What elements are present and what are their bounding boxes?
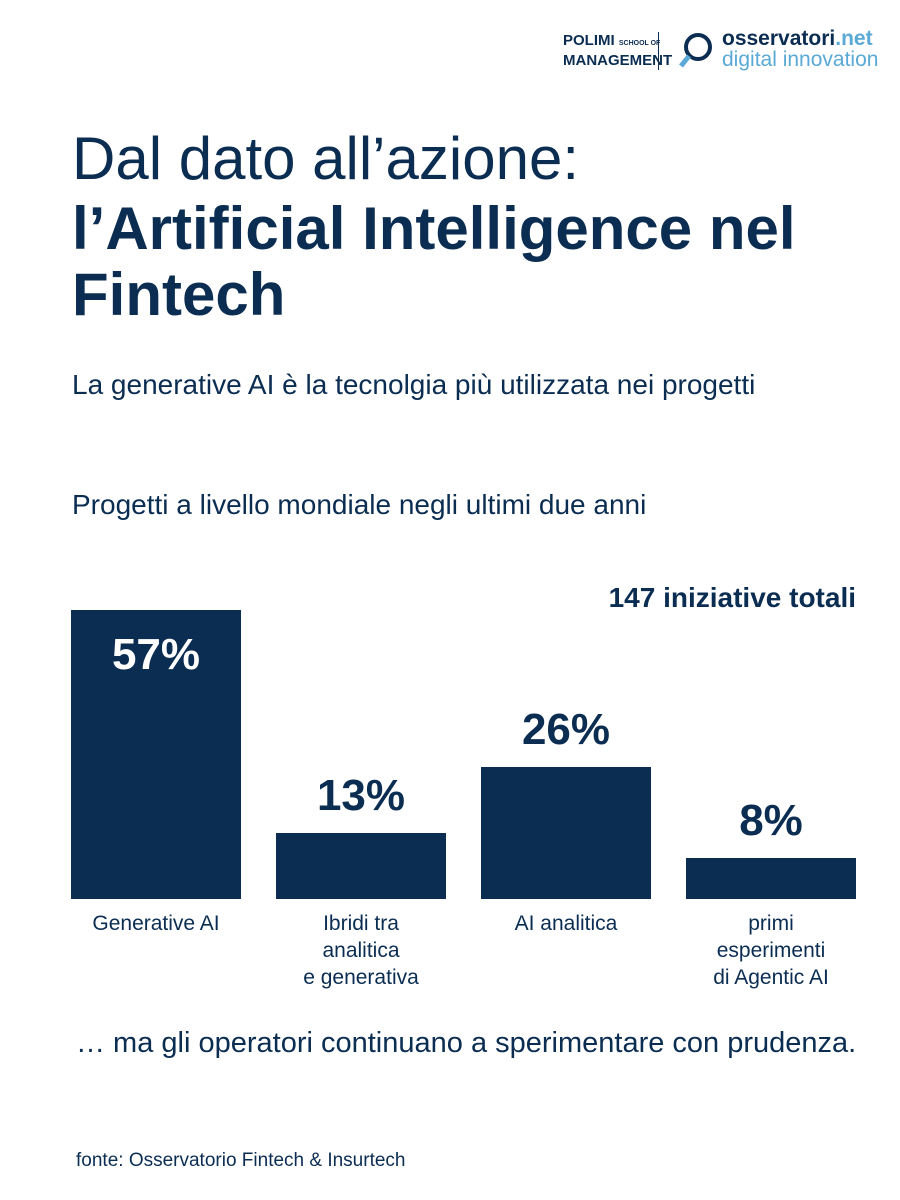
divider <box>658 32 659 70</box>
category-label: Generative AI <box>92 912 220 935</box>
headline: l’Artificial Intelligence nel Fintech <box>72 195 796 328</box>
annotation: 147 iniziative totali <box>608 582 856 613</box>
bar <box>481 767 651 899</box>
conclusion: … ma gli operatori continuano a sperimen… <box>76 1027 857 1059</box>
logo-text: .net <box>835 27 873 50</box>
osservatori-logo: osservatori.net digital innovation <box>722 28 878 70</box>
logo-text: osservatori <box>722 27 836 50</box>
value-label: 26% <box>521 705 611 755</box>
category-label: Ibridi tra analitica e generativa <box>303 912 419 989</box>
polimi-logo: POLIMI SCHOOL OF MANAGEMENT <box>563 32 672 69</box>
logo-icon <box>679 33 712 68</box>
bar <box>71 610 241 899</box>
bar <box>686 858 856 899</box>
value-label: 57% <box>111 630 201 679</box>
category-label: primi esperimenti di Agentic AI <box>713 912 829 989</box>
logo-text: digital innovation <box>722 48 879 71</box>
value-label: 13% <box>316 771 406 821</box>
logo-text: POLIMI <box>563 32 615 49</box>
logo-text: MANAGEMENT <box>563 52 673 69</box>
headline: Dal dato all’azione: <box>72 125 579 192</box>
bar <box>276 833 446 899</box>
source: fonte: Osservatorio Fintech & Insurtech <box>76 1150 406 1171</box>
value-label: 8% <box>739 796 803 846</box>
logo-text: SCHOOL OF <box>618 40 661 47</box>
chart-title: Progetti a livello mondiale negli ultimi… <box>72 489 647 520</box>
subtitle: La generative AI è la tecnolgia più util… <box>72 369 756 400</box>
category-label: AI analitica <box>514 912 618 935</box>
